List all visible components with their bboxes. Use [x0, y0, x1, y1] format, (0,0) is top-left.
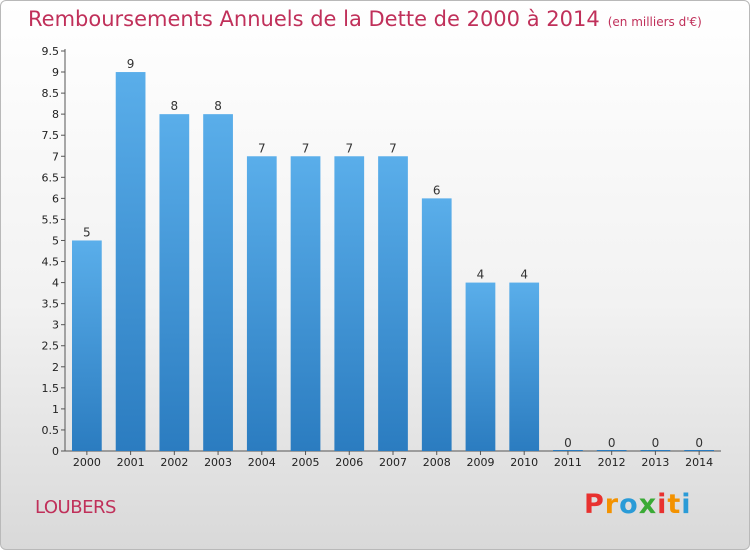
logo-letter: P: [584, 489, 605, 520]
logo-letter: r: [604, 489, 620, 520]
bar-value-label: 7: [302, 141, 310, 155]
y-tick-label: 0.5: [42, 424, 60, 437]
bar-value-label: 0: [564, 436, 572, 450]
bar: [334, 156, 365, 451]
y-tick-label: 5.5: [42, 213, 60, 226]
y-tick-label: 2: [52, 361, 59, 374]
bar: [71, 240, 102, 451]
y-tick-label: 4: [52, 277, 59, 290]
chart-title-text: Remboursements Annuels de la Dette de 20…: [28, 7, 600, 31]
x-tick-label: 2004: [248, 456, 276, 469]
y-tick-label: 0: [52, 445, 59, 458]
y-tick-label: 8.5: [42, 87, 60, 100]
bar: [465, 282, 496, 451]
x-tick-label: 2010: [510, 456, 538, 469]
bar: [246, 156, 277, 451]
y-tick-label: 6.5: [42, 171, 60, 184]
bar-value-label: 7: [258, 141, 266, 155]
bar-value-label: 0: [608, 436, 616, 450]
y-tick-label: 7: [52, 150, 59, 163]
x-tick-label: 2014: [685, 456, 713, 469]
bar: [378, 156, 408, 451]
bar-value-label: 8: [214, 99, 222, 113]
bar-value-label: 7: [345, 141, 353, 155]
logo-letter: i: [657, 489, 668, 520]
y-tick-label: 1.5: [42, 382, 60, 395]
y-tick-label: 3: [52, 319, 59, 332]
bar-value-label: 6: [433, 183, 441, 197]
y-tick-label: 5: [52, 234, 59, 247]
y-tick-label: 6: [52, 192, 59, 205]
y-tick-label: 1: [52, 403, 59, 416]
x-tick-label: 2003: [204, 456, 232, 469]
bar-value-label: 8: [171, 99, 179, 113]
x-tick-label: 2009: [466, 456, 494, 469]
x-tick-label: 2000: [73, 456, 101, 469]
logo-letter: i: [681, 489, 692, 520]
logo-letter: o: [619, 489, 639, 520]
bar-value-label: 5: [83, 225, 91, 239]
bar-value-label: 7: [389, 141, 397, 155]
bar-value-label: 0: [695, 436, 703, 450]
x-tick-label: 2011: [554, 456, 582, 469]
y-tick-label: 4.5: [42, 256, 60, 269]
y-tick-label: 7.5: [42, 129, 60, 142]
chart-unit: (en milliers d'€): [607, 15, 702, 29]
chart-title: Remboursements Annuels de la Dette de 20…: [28, 7, 702, 31]
y-tick-label: 2.5: [42, 340, 60, 353]
bar: [421, 198, 452, 451]
x-tick-label: 2007: [379, 456, 407, 469]
commune-name: LOUBERS: [35, 497, 116, 518]
bar: [159, 114, 190, 451]
bar-value-label: 4: [520, 268, 528, 282]
x-tick-label: 2002: [160, 456, 188, 469]
y-tick-label: 9: [52, 66, 59, 79]
logo-letter: x: [638, 489, 658, 520]
y-tick-label: 3.5: [42, 298, 60, 311]
bar: [203, 114, 233, 451]
y-tick-label: 8: [52, 108, 59, 121]
bar: [509, 282, 540, 451]
x-tick-label: 2001: [117, 456, 145, 469]
x-tick-label: 2005: [292, 456, 320, 469]
proxiti-logo: Proxiti: [584, 489, 692, 520]
x-tick-label: 2012: [598, 456, 626, 469]
logo-letter: t: [667, 489, 682, 520]
x-tick-label: 2008: [423, 456, 451, 469]
x-tick-label: 2013: [641, 456, 669, 469]
y-tick-label: 9.5: [42, 45, 60, 58]
bar: [115, 72, 146, 451]
x-tick-label: 2006: [335, 456, 363, 469]
bar: [290, 156, 321, 451]
bar-value-label: 0: [652, 436, 660, 450]
bar-value-label: 4: [477, 268, 485, 282]
bar-value-label: 9: [127, 57, 135, 71]
